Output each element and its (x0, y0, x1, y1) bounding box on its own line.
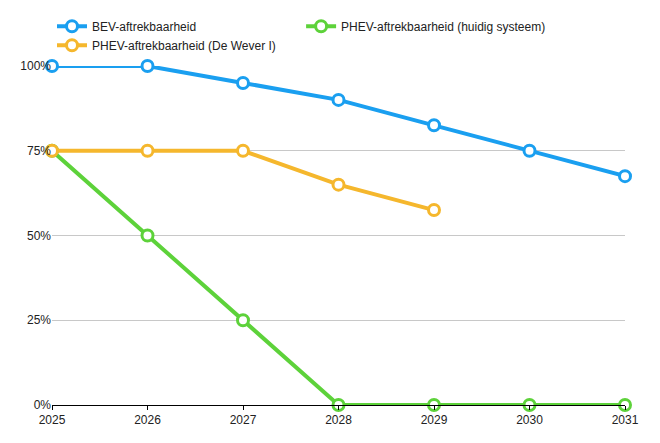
svg-text:2031: 2031 (612, 413, 639, 427)
svg-text:50%: 50% (27, 229, 51, 243)
svg-text:0%: 0% (34, 398, 52, 412)
svg-text:2026: 2026 (134, 413, 161, 427)
svg-text:BEV-aftrekbaarheid: BEV-aftrekbaarheid (92, 20, 196, 34)
svg-text:2025: 2025 (39, 413, 66, 427)
svg-text:2030: 2030 (516, 413, 543, 427)
svg-text:PHEV-aftrekbaarheid (De Wever: PHEV-aftrekbaarheid (De Wever I) (92, 39, 276, 53)
svg-text:2027: 2027 (230, 413, 257, 427)
svg-text:PHEV-aftrekbaarheid (huidig sy: PHEV-aftrekbaarheid (huidig systeem) (341, 20, 545, 34)
svg-text:2028: 2028 (325, 413, 352, 427)
svg-text:2029: 2029 (421, 413, 448, 427)
svg-text:100%: 100% (20, 59, 51, 73)
svg-text:75%: 75% (27, 144, 51, 158)
svg-text:25%: 25% (27, 313, 51, 327)
